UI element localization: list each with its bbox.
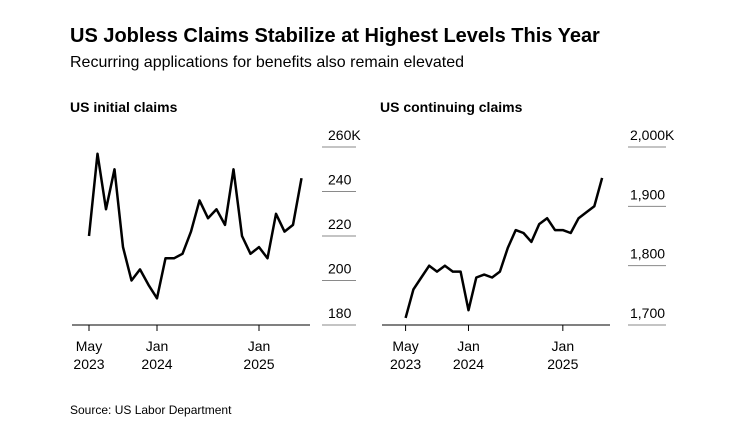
y-tick-label: 1,700 (630, 305, 665, 321)
x-tick-label: May 2023 (390, 338, 421, 372)
y-tick-label: 260K (328, 127, 361, 143)
chart-title: US continuing claims (380, 99, 523, 115)
y-tick-label: 240 (328, 172, 352, 188)
x-tick-label: Jan 2025 (547, 338, 578, 372)
y-tick-label: 1,800 (630, 246, 665, 262)
chart-title: US initial claims (70, 99, 178, 115)
x-tick-label: Jan 2024 (141, 338, 172, 372)
y-tick-label: 180 (328, 305, 352, 321)
line-series (404, 177, 604, 319)
y-tick-label: 200 (328, 261, 352, 277)
source: Source: US Labor Department (70, 403, 232, 417)
x-tick-label: Jan 2024 (453, 338, 484, 372)
y-tick-label: 1,900 (630, 186, 665, 202)
y-tick-label: 2,000K (630, 127, 675, 143)
line-series (87, 152, 303, 300)
page-subtitle: Recurring applications for benefits also… (70, 54, 464, 71)
y-tick-label: 220 (328, 216, 352, 232)
x-tick-label: Jan 2025 (243, 338, 274, 372)
page-title: US Jobless Claims Stabilize at Highest L… (70, 25, 600, 47)
x-tick-label: May 2023 (73, 338, 104, 372)
